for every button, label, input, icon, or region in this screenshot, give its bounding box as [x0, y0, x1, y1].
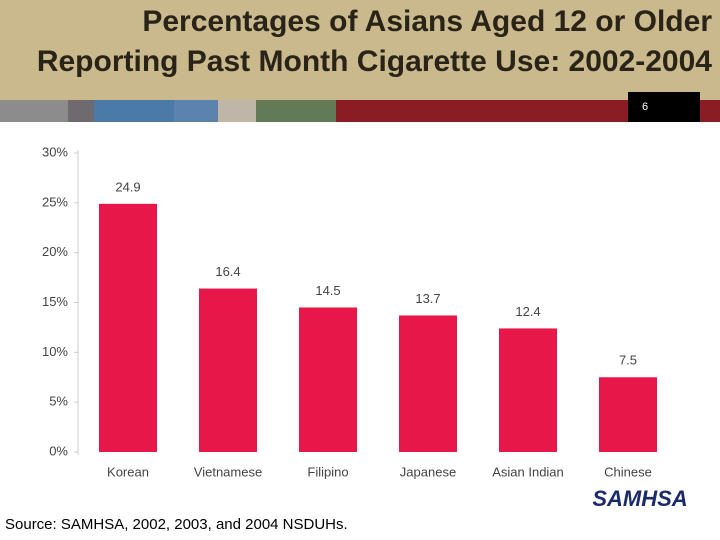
x-tick-label: Chinese — [604, 464, 652, 479]
source-note: Source: SAMHSA, 2002, 2003, and 2004 NSD… — [5, 516, 348, 533]
slide-title: Percentages of Asians Aged 12 or Older R… — [36, 5, 712, 78]
y-tick-label: 0% — [49, 443, 68, 458]
y-tick-label: 25% — [42, 194, 68, 209]
y-tick-label: 10% — [42, 344, 68, 359]
bar — [299, 307, 357, 452]
x-tick-label: Filipino — [307, 464, 348, 479]
slide-number: 6 — [628, 92, 700, 122]
y-tick-label: 15% — [42, 294, 68, 309]
y-tick-label: 5% — [49, 394, 68, 409]
data-label: 24.9 — [115, 179, 140, 194]
x-tick-label: Asian Indian — [492, 464, 564, 479]
y-tick-label: 20% — [42, 244, 68, 259]
bar — [499, 328, 557, 452]
bar — [199, 288, 257, 452]
title-band — [0, 0, 720, 100]
data-label: 12.4 — [515, 304, 540, 319]
x-tick-label: Korean — [107, 464, 149, 479]
logo: SAMHSA — [592, 486, 687, 511]
bar — [99, 203, 157, 452]
bar — [599, 377, 657, 452]
data-label: 14.5 — [315, 283, 340, 298]
data-label: 16.4 — [215, 264, 240, 279]
x-tick-label: Vietnamese — [194, 464, 262, 479]
y-tick-label: 30% — [42, 144, 68, 159]
data-label: 7.5 — [619, 353, 637, 368]
bar — [399, 315, 457, 452]
color-stripe — [0, 100, 720, 122]
x-tick-label: Japanese — [400, 464, 456, 479]
data-label: 13.7 — [415, 291, 440, 306]
